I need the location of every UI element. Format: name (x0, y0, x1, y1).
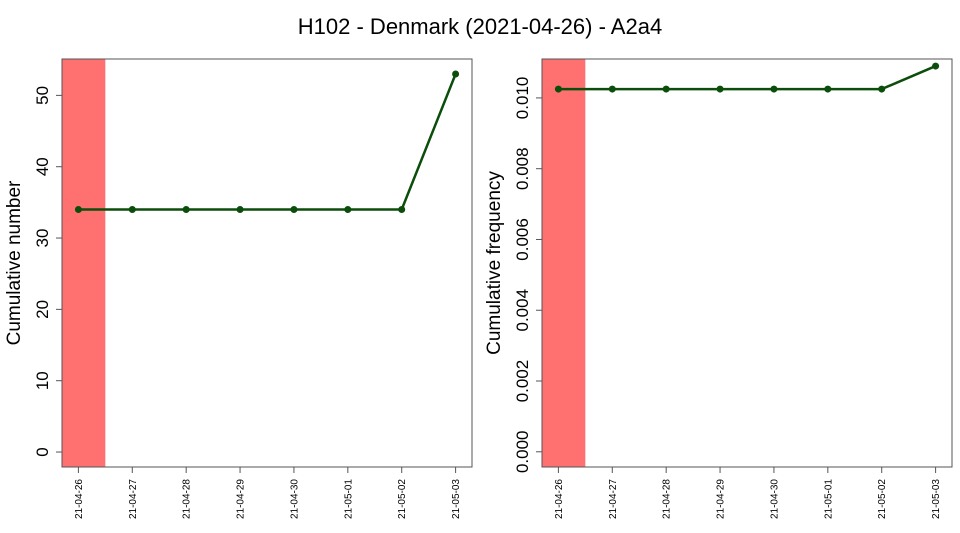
y-tick-label: 0.010 (513, 77, 532, 120)
plot-frame (61, 58, 473, 468)
data-point (554, 85, 562, 93)
x-tick-label: 21-05-01 (823, 479, 834, 519)
x-tick-label: 21-04-27 (128, 479, 139, 519)
x-tick-label: 21-04-30 (769, 479, 780, 519)
data-point (662, 85, 670, 93)
y-tick-label: 20 (33, 300, 52, 319)
data-point (344, 206, 352, 214)
plot-frame (541, 58, 953, 468)
data-point (878, 85, 886, 93)
data-point (932, 62, 940, 70)
data-point (290, 206, 298, 214)
y-tick-label: 30 (33, 229, 52, 248)
series-line (558, 64, 937, 91)
data-point (716, 85, 724, 93)
x-tick-label: 21-04-26 (74, 479, 85, 519)
series-line (78, 73, 457, 211)
y-tick-label: 0.006 (513, 218, 532, 261)
x-tick-label: 21-04-27 (608, 479, 619, 519)
y-tick-label: 0.004 (513, 289, 532, 332)
right-panel-frequency: 0.000 0.002 0.004 0.006 0.008 0.010 Cumulative… (484, 58, 953, 519)
x-tick-label: 21-04-26 (554, 479, 565, 519)
x-tick-label: 21-05-02 (877, 479, 888, 519)
y-tick-label: 10 (33, 371, 52, 390)
data-point (74, 206, 82, 214)
x-tick-label: 21-04-30 (289, 479, 300, 519)
x-tick-label: 21-04-29 (236, 479, 247, 519)
left-panel-number: 0 10 20 30 40 50 Cumulative number 21-04-26 21-0… (4, 58, 473, 519)
y-axis-label: Cumulative number (4, 180, 25, 345)
data-point (128, 206, 136, 214)
y-tick-label: 0 (33, 447, 52, 456)
y-tick-label: 0.002 (513, 360, 532, 403)
x-tick-label: 21-05-02 (397, 479, 408, 519)
chart-title: H102 - Denmark (2021-04-26) - A2a4 (298, 14, 662, 39)
y-axis-label: Cumulative frequency (484, 171, 505, 355)
data-point (608, 85, 616, 93)
x-tick-label: 21-05-01 (343, 479, 354, 519)
highlight-band (542, 59, 586, 467)
x-tick-label: 21-05-03 (931, 479, 942, 519)
x-tick-label: 21-04-29 (716, 479, 727, 519)
x-tick-label: 21-04-28 (662, 479, 673, 519)
y-tick-label: 40 (33, 157, 52, 176)
data-point (182, 206, 190, 214)
data-point (824, 85, 832, 93)
y-tick-label: 50 (33, 86, 52, 105)
x-tick-label: 21-04-28 (182, 479, 193, 519)
data-point (236, 206, 244, 214)
data-point (770, 85, 778, 93)
data-point (452, 70, 460, 78)
highlight-band (62, 59, 106, 467)
y-tick-label: 0.000 (513, 431, 532, 474)
y-tick-label: 0.008 (513, 147, 532, 190)
x-tick-label: 21-05-03 (451, 479, 462, 519)
data-point (398, 206, 406, 214)
